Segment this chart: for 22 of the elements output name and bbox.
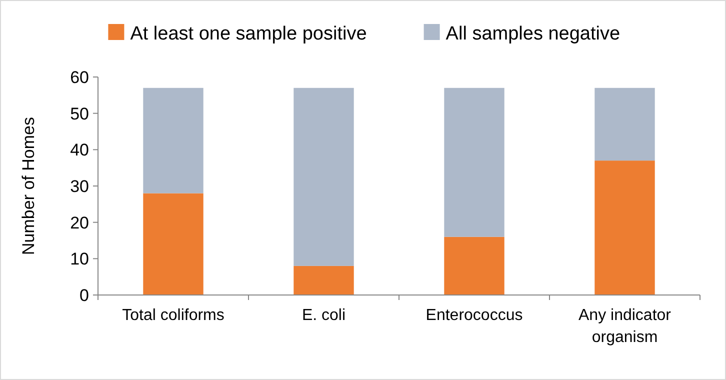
y-tick-label: 30 [70,176,89,196]
legend-label: All samples negative [446,24,620,45]
bar [294,88,354,266]
y-tick-label: 20 [70,213,89,232]
bar [143,88,204,194]
y-tick-label: 60 [70,68,89,87]
y-tick-label: 40 [70,140,89,160]
bar [444,88,504,237]
bar [143,193,204,295]
bar [594,88,655,161]
x-tick-label: Enterococcus [426,307,523,324]
bar [594,160,655,295]
y-axis-title: Number of Homes [19,117,38,255]
legend-label: At least one sample positive [130,24,367,45]
x-tick-label: Total coliforms [122,307,224,324]
y-tick-label: 50 [70,104,89,124]
y-tick-label: 0 [80,286,89,305]
bar [294,266,354,295]
bar [444,236,504,295]
x-tick-label: E. coli [302,307,346,324]
y-tick-label: 10 [70,250,89,269]
x-tick-label: Any indicator organism [578,307,672,346]
